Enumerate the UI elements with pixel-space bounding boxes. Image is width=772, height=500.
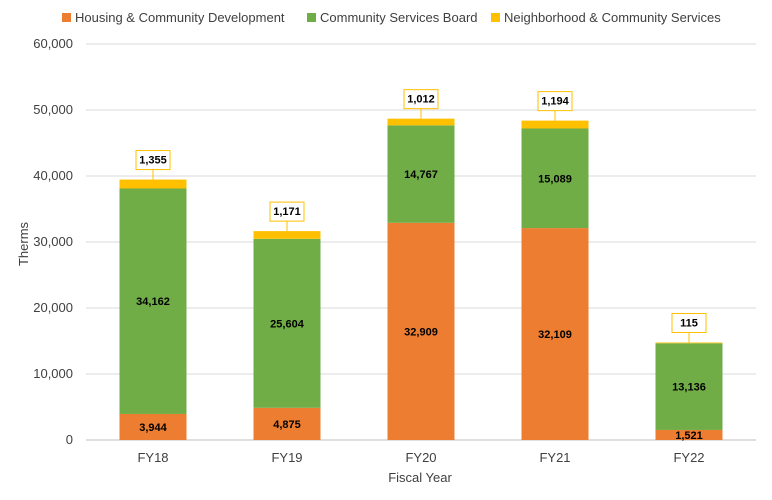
- data-label: 3,944: [139, 422, 167, 434]
- bar-fy19-series-2: [253, 238, 321, 408]
- bar-fy22-series-3: [655, 342, 723, 344]
- x-axis-title: Fiscal Year: [388, 470, 452, 485]
- legend-swatch-2: [307, 13, 316, 22]
- legend-label-1: Housing & Community Development: [75, 10, 285, 25]
- data-label: 115: [680, 318, 698, 330]
- bar-fy18-series-2: [119, 188, 187, 414]
- data-label: 14,767: [404, 169, 438, 181]
- legend-label-2: Community Services Board: [320, 10, 478, 25]
- y-tick-label: 20,000: [33, 300, 73, 315]
- y-tick-label: 60,000: [33, 36, 73, 51]
- bar-fy21-series-2: [521, 128, 589, 229]
- bar-fy21-series-1: [521, 228, 589, 440]
- y-tick-label: 40,000: [33, 168, 73, 183]
- legend-swatch-1: [62, 13, 71, 22]
- bar-fy22-series-1: [655, 429, 723, 440]
- y-tick-label: 50,000: [33, 102, 73, 117]
- data-label: 32,909: [404, 326, 438, 338]
- bar-fy20-series-2: [387, 125, 455, 223]
- y-axis: 0 10,000 20,000 30,000 40,000 50,000 60,000: [33, 36, 73, 447]
- bar-fy18-series-1: [119, 413, 187, 440]
- data-label: 1,012: [407, 94, 435, 106]
- y-axis-title: Therms: [16, 221, 31, 266]
- data-label: 1,521: [675, 430, 703, 442]
- bar-fy19-series-3: [253, 231, 321, 239]
- data-label: 1,194: [541, 96, 569, 108]
- bar-fy20-series-1: [387, 222, 455, 440]
- data-label: 25,604: [270, 318, 305, 330]
- y-tick-label: 30,000: [33, 234, 73, 249]
- bar-fy19-series-1: [253, 407, 321, 440]
- x-tick-label: FY18: [137, 450, 168, 465]
- data-label: 34,162: [136, 296, 170, 308]
- x-tick-label: FY20: [405, 450, 436, 465]
- x-tick-label: FY21: [539, 450, 570, 465]
- callout-box: [671, 313, 707, 334]
- data-label: 32,109: [538, 329, 572, 341]
- callout-box: [537, 91, 573, 112]
- data-label: 13,136: [672, 382, 706, 394]
- data-label: 1,171: [273, 206, 301, 218]
- x-tick-label: FY19: [271, 450, 302, 465]
- data-label: 15,089: [538, 173, 572, 185]
- y-tick-label: 10,000: [33, 366, 73, 381]
- legend-swatch-3: [491, 13, 500, 22]
- data-labels: 3,944 34,162 1,355 4,875 25,604 1,171 32,909 14…: [135, 89, 707, 442]
- data-label: 1,355: [139, 155, 167, 167]
- x-axis: FY18 FY19 FY20 FY21 FY22: [137, 450, 704, 465]
- bar-fy22-series-2: [655, 343, 723, 430]
- bars: [119, 118, 723, 440]
- chart-legend: Housing & Community Development Community…: [62, 10, 721, 25]
- y-tick-label: 0: [66, 432, 73, 447]
- bar-fy21-series-3: [521, 120, 589, 129]
- data-label: 4,875: [273, 419, 301, 431]
- callout-box: [269, 201, 305, 222]
- x-tick-label: FY22: [673, 450, 704, 465]
- bar-fy20-series-3: [387, 118, 455, 126]
- bar-fy18-series-3: [119, 179, 187, 189]
- callout-box: [135, 150, 171, 171]
- legend-label-3: Neighborhood & Community Services: [504, 10, 721, 25]
- callout-box: [403, 89, 439, 110]
